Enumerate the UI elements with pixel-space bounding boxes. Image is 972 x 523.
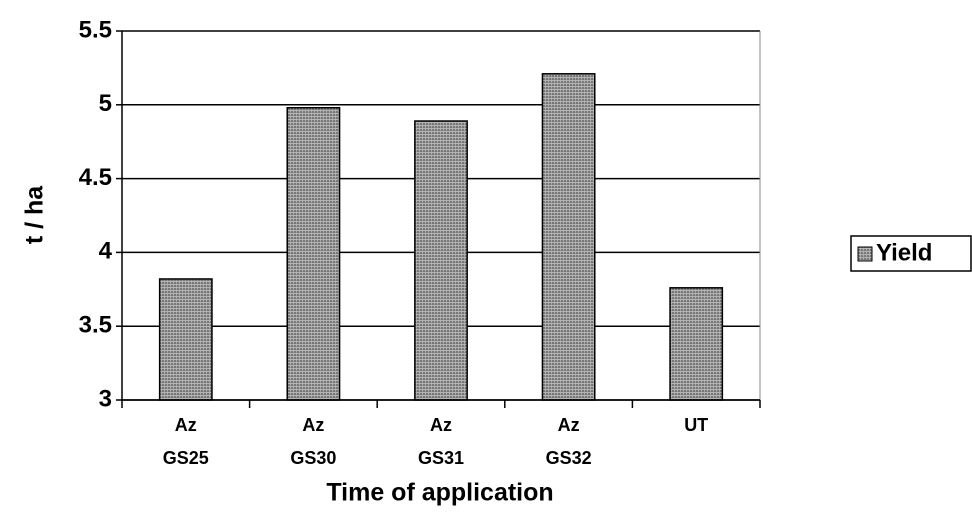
bar [414, 120, 468, 401]
x-tick-label: Az [302, 415, 324, 435]
bar [541, 73, 596, 401]
y-tick-label: 4.5 [79, 164, 112, 191]
x-tick-label: GS32 [546, 448, 592, 468]
x-tick-label: GS31 [418, 448, 464, 468]
legend-swatch [857, 246, 873, 262]
y-axis-title: t / ha [21, 185, 49, 244]
x-tick-label: GS30 [290, 448, 336, 468]
bar [286, 107, 341, 401]
legend: Yield [850, 235, 972, 272]
bar [158, 278, 213, 401]
x-tick-label: GS25 [163, 448, 209, 468]
y-tick-label: 3.5 [79, 312, 112, 339]
y-tick-label: 3 [99, 385, 112, 412]
x-tick-label: Az [430, 415, 452, 435]
y-tick-label: 4 [99, 238, 113, 265]
bar [669, 287, 724, 401]
y-tick-label: 5 [99, 90, 112, 117]
x-axis-title: Time of application [326, 479, 553, 507]
legend-label: Yield [876, 239, 932, 266]
x-tick-label: Az [558, 415, 580, 435]
x-tick-label: Az [175, 415, 197, 435]
y-tick-label: 5.5 [79, 16, 112, 43]
x-tick-label: UT [684, 415, 708, 435]
